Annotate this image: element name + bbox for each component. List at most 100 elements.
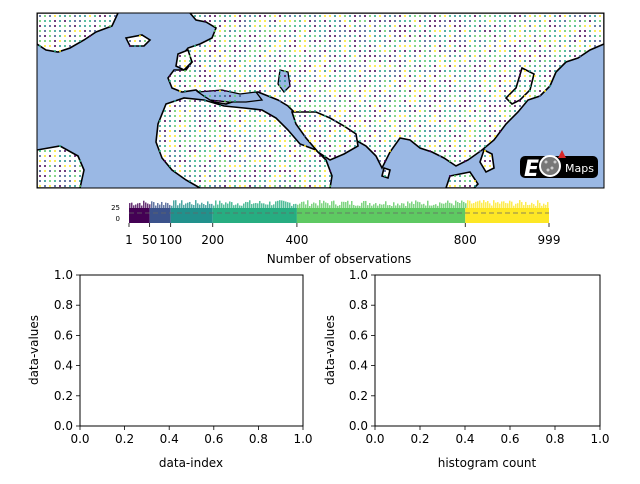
colorbar-hist-bar (417, 201, 419, 208)
observation-dot (359, 95, 361, 97)
observation-dot (234, 40, 236, 42)
observation-dot (294, 110, 296, 112)
observation-dot (444, 80, 446, 82)
colorbar-hist-bar (133, 205, 135, 208)
observation-dot (224, 150, 226, 152)
observation-dot (229, 110, 231, 112)
observation-dot (494, 120, 496, 122)
observation-dot (544, 40, 546, 42)
observation-dot (469, 15, 471, 17)
colorbar-hist-bar (439, 202, 441, 208)
observation-dot (309, 75, 311, 77)
observation-dot (469, 60, 471, 62)
observation-dot (554, 15, 556, 17)
observation-dot (429, 150, 431, 152)
observation-dot (459, 25, 461, 27)
observation-dot (339, 35, 341, 37)
observation-dot (334, 130, 336, 132)
observation-dot (319, 140, 321, 142)
observation-dot (444, 20, 446, 22)
observation-dot (109, 25, 111, 27)
observation-dot (189, 120, 191, 122)
observation-dot (244, 70, 246, 72)
observation-dot (89, 30, 91, 32)
colorbar-hist-bar (541, 205, 543, 208)
colorbar-hist-bar (323, 200, 325, 208)
observation-dot (314, 85, 316, 87)
observation-dot (174, 170, 176, 172)
observation-dot (344, 60, 346, 62)
observation-dot (489, 35, 491, 37)
observation-dot (569, 50, 571, 52)
observation-dot (274, 85, 276, 87)
observation-dot (464, 175, 466, 177)
observation-dot (339, 55, 341, 57)
colorbar-hist-bar (485, 202, 487, 208)
observation-dot (574, 40, 576, 42)
observation-dot (329, 130, 331, 132)
observation-dot (219, 70, 221, 72)
observation-dot (349, 40, 351, 42)
observation-dot (319, 80, 321, 82)
observation-dot (464, 85, 466, 87)
observation-dot (229, 155, 231, 157)
colorbar-hist-bar (457, 202, 459, 208)
observation-dot (489, 60, 491, 62)
observation-dot (319, 145, 321, 147)
observation-dot (429, 35, 431, 37)
right-axes[interactable]: 0.0 0.2 0.4 0.6 0.8 1.0 0.00.20.40.60.81.0 hi… (323, 268, 610, 470)
observation-dot (244, 20, 246, 22)
observation-dot (454, 110, 456, 112)
observation-dot (484, 65, 486, 67)
observation-dot (484, 55, 486, 57)
observation-dot (404, 110, 406, 112)
observation-dot (314, 145, 316, 147)
colorbar-hist-bar (403, 203, 405, 208)
observation-dot (304, 105, 306, 107)
observation-dot (214, 30, 216, 32)
colorbar-hist-bar (495, 202, 497, 208)
observation-dot (524, 30, 526, 32)
observation-dot (419, 110, 421, 112)
map-panel[interactable]: E Maps (36, 12, 605, 189)
observation-dot (494, 135, 496, 137)
observation-dot (199, 170, 201, 172)
observation-dot (224, 165, 226, 167)
observation-dot (194, 160, 196, 162)
observation-dot (84, 20, 86, 22)
observation-dot (359, 60, 361, 62)
observation-dot (234, 180, 236, 182)
observation-dot (314, 55, 316, 57)
observation-dot (424, 20, 426, 22)
observation-dot (389, 50, 391, 52)
observation-dot (309, 55, 311, 57)
observation-dot (589, 15, 591, 17)
observation-dot (349, 50, 351, 52)
observation-dot (329, 170, 331, 172)
observation-dot (454, 15, 456, 17)
observation-dot (224, 40, 226, 42)
observation-dot (444, 115, 446, 117)
observation-dot (369, 80, 371, 82)
observation-dot (489, 110, 491, 112)
observation-dot (534, 30, 536, 32)
observation-dot (364, 45, 366, 47)
observation-dot (99, 25, 101, 27)
left-axes[interactable]: 0.0 0.2 0.4 0.6 0.8 1.0 0.00.20.40.60.81.0 da… (27, 268, 313, 470)
observation-dot (319, 120, 321, 122)
observation-dot (254, 80, 256, 82)
colorbar-hist-bar (345, 202, 347, 208)
left-y-tick-label: 0.4 (54, 359, 73, 373)
observation-dot (239, 110, 241, 112)
observation-dot (489, 165, 491, 167)
colorbar-hist-bar (237, 203, 239, 208)
observation-dot (199, 110, 201, 112)
observation-dot (234, 115, 236, 117)
observation-dot (164, 150, 166, 152)
observation-dot (389, 75, 391, 77)
observation-dot (269, 85, 271, 87)
observation-dot (474, 25, 476, 27)
observation-dot (459, 30, 461, 32)
colorbar-hist-bar (233, 205, 235, 208)
observation-dot (284, 70, 286, 72)
